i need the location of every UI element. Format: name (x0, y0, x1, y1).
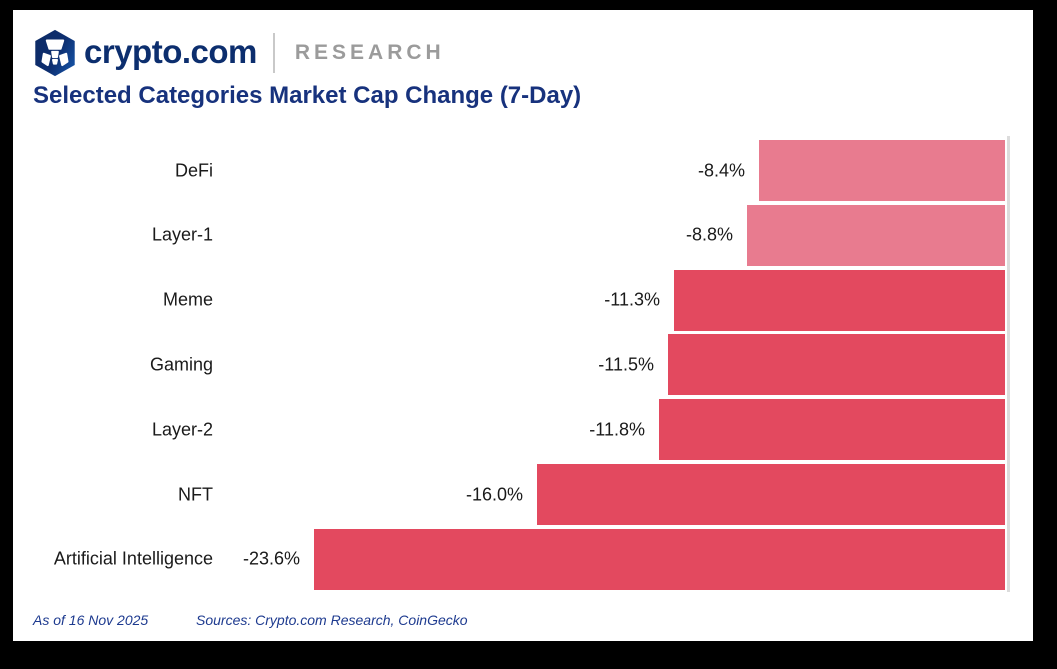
bar-row: Gaming -11.5% (13, 334, 1033, 396)
bar-row: Artificial Intelligence -23.6% (13, 528, 1033, 590)
research-label: RESEARCH (294, 40, 445, 64)
report-card: crypto.com RESEARCH Selected Categories … (13, 10, 1033, 641)
bar-row: Layer-1 -8.8% (13, 204, 1033, 266)
chart-footer: As of 16 Nov 2025 Sources: Crypto.com Re… (33, 612, 1013, 634)
bar-gaming (668, 334, 1005, 396)
value-label: -16.0% (465, 484, 523, 505)
zero-axis-line (1007, 136, 1010, 592)
crypto-com-lion-icon (35, 29, 75, 77)
value-label: -23.6% (242, 548, 300, 569)
brand-divider (272, 33, 275, 73)
bar-meme (674, 269, 1005, 331)
crypto-com-logo-text: crypto.com (84, 32, 257, 70)
bar-layer-1 (747, 204, 1005, 266)
chart-title: Selected Categories Market Cap Change (7… (33, 82, 582, 109)
bar-layer-2 (659, 399, 1005, 461)
bar-row: Layer-2 -11.8% (13, 399, 1033, 461)
bar-defi (759, 140, 1005, 201)
sources-note: Sources: Crypto.com Research, CoinGecko (196, 612, 468, 628)
category-label: Artificial Intelligence (53, 548, 213, 569)
bar-chart: DeFi -8.4% Layer-1 -8.8% Meme -11.3% Gaming -11… (13, 140, 1033, 590)
value-label: -8.8% (685, 224, 733, 245)
as-of-date: As of 16 Nov 2025 (33, 612, 149, 628)
category-label: Layer-1 (151, 224, 213, 245)
bar-artificial-intelligence (314, 528, 1005, 590)
brand-header: crypto.com RESEARCH (33, 28, 445, 78)
category-label: DeFi (174, 160, 213, 180)
category-label: Gaming (149, 354, 213, 375)
bar-row: Meme -11.3% (13, 269, 1033, 331)
bar-nft (537, 464, 1005, 526)
value-label: -11.8% (589, 419, 645, 440)
category-label: Layer-2 (151, 419, 213, 440)
value-label: -11.3% (604, 289, 660, 310)
category-label: NFT (178, 484, 213, 505)
value-label: -11.5% (598, 354, 654, 375)
category-label: Meme (162, 289, 213, 310)
value-label: -8.4% (697, 160, 745, 180)
bar-row: NFT -16.0% (13, 464, 1033, 526)
bar-row: DeFi -8.4% (13, 140, 1033, 201)
